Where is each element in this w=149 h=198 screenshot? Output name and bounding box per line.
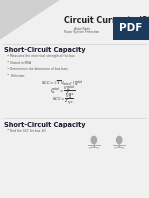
Text: Circuit Currents (2): Circuit Currents (2) <box>63 16 149 25</box>
Text: •: • <box>7 129 9 133</box>
Text: Determines the dimension of bus bars: Determines the dimension of bus bars <box>10 68 68 71</box>
Text: •: • <box>7 68 9 71</box>
Text: $SCC = \dfrac{V^2_{LL}}{Z_{sys}}$: $SCC = \dfrac{V^2_{LL}}{Z_{sys}}$ <box>52 92 73 109</box>
Text: Defection: Defection <box>10 74 25 78</box>
Text: •: • <box>7 61 9 65</box>
Text: Abdul Kadir: Abdul Kadir <box>73 27 91 31</box>
Bar <box>113 17 149 40</box>
Text: $I^{rated}_{sc} = \dfrac{V^{rated}_{LL}}{Z_{sys}}$: $I^{rated}_{sc} = \dfrac{V^{rated}_{LL}}… <box>50 84 76 100</box>
Text: •: • <box>7 74 9 78</box>
Text: Power System Protection: Power System Protection <box>64 30 100 34</box>
Text: Short-Circuit Capacity: Short-Circuit Capacity <box>4 47 86 53</box>
Text: Find the SCC for bus #3: Find the SCC for bus #3 <box>10 129 46 133</box>
Text: PDF: PDF <box>119 23 143 33</box>
Text: Short-Circuit Capacity: Short-Circuit Capacity <box>4 122 86 128</box>
Text: Stated in MVA: Stated in MVA <box>10 61 31 65</box>
Text: $SCC = \sqrt{3}\,V_{rated}\cdot I_{sc}^{rated}$: $SCC = \sqrt{3}\,V_{rated}\cdot I_{sc}^{… <box>41 78 84 88</box>
Text: •: • <box>7 54 9 58</box>
Polygon shape <box>0 0 60 40</box>
Circle shape <box>91 136 97 144</box>
Text: Measures the electrical strength of the bus: Measures the electrical strength of the … <box>10 54 75 58</box>
Circle shape <box>117 136 122 144</box>
